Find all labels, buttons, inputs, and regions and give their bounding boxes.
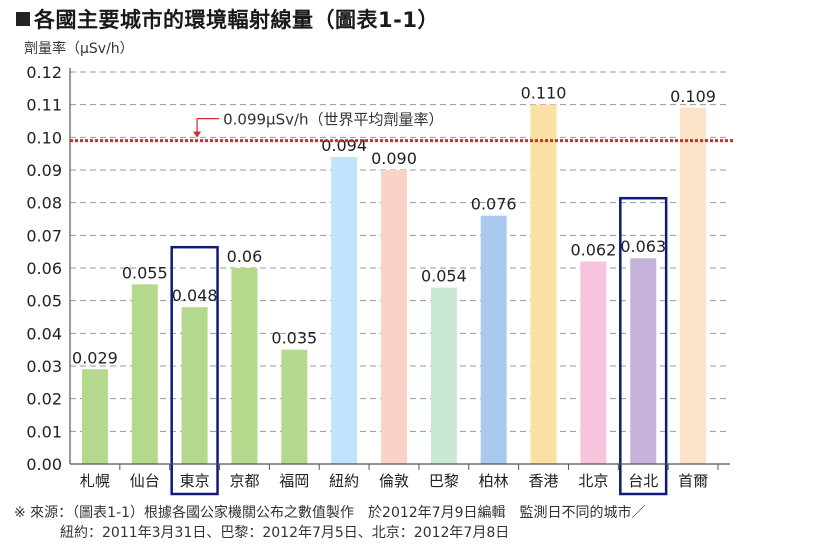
y-tick-label: 0.04 bbox=[26, 324, 62, 343]
x-tick-label: 京都 bbox=[229, 472, 259, 490]
y-tick-label: 0.01 bbox=[26, 422, 62, 441]
highlight-box-台北 bbox=[619, 196, 668, 496]
value-label: 0.048 bbox=[172, 286, 218, 305]
value-label: 0.035 bbox=[271, 329, 317, 348]
value-label: 0.090 bbox=[371, 149, 417, 168]
y-tick-labels: 0.00 0.01 0.02 0.03 0.04 0.05 0.06 0.07 0.08 0.09… bbox=[26, 63, 62, 474]
bar-東京 bbox=[181, 307, 208, 464]
footnote: ※ 來源：（圖表1-1）根據各國公家機關公布之數值製作 於2012年7月9日編輯… bbox=[14, 503, 646, 543]
highlight-box-東京 bbox=[170, 245, 219, 496]
value-label: 0.110 bbox=[521, 84, 567, 103]
footnote-line-1: ※ 來源：（圖表1-1）根據各國公家機關公布之數值製作 於2012年7月9日編輯… bbox=[14, 505, 646, 521]
y-axis-label: 劑量率（μSv/h） bbox=[24, 41, 134, 57]
x-tick-label: 台北 bbox=[628, 472, 658, 490]
x-tick-label: 福岡 bbox=[279, 472, 309, 490]
y-tick-label: 0.07 bbox=[26, 226, 62, 245]
x-tick-label: 紐約 bbox=[329, 472, 359, 490]
bar-柏林 bbox=[480, 215, 507, 464]
value-label: 0.062 bbox=[570, 240, 616, 259]
y-tick-label: 0.02 bbox=[26, 390, 62, 409]
bar-chart: 0.00 0.01 0.02 0.03 0.04 0.05 0.06 0.07 0.08 0.09… bbox=[26, 63, 734, 496]
bar-紐約 bbox=[331, 156, 358, 464]
bar-京都 bbox=[231, 268, 258, 464]
bar-福岡 bbox=[281, 349, 308, 464]
x-tick-label: 東京 bbox=[180, 472, 210, 490]
title-square-icon bbox=[16, 12, 30, 26]
y-tick-label: 0.11 bbox=[26, 96, 62, 115]
bar-香港 bbox=[530, 104, 557, 465]
value-label: 0.029 bbox=[72, 348, 118, 367]
y-tick-label: 0.06 bbox=[26, 259, 62, 278]
footnote-line-2: 紐約：2011年3月31日、巴黎：2012年7月5日、北京：2012年7月8日 bbox=[60, 525, 510, 541]
y-tick-label: 0.03 bbox=[26, 357, 62, 376]
bar-倫敦 bbox=[381, 170, 407, 464]
value-label: 0.055 bbox=[122, 263, 168, 282]
bar-巴黎 bbox=[430, 287, 457, 464]
reference-arrow-icon bbox=[193, 131, 202, 138]
y-tick-label: 0.12 bbox=[26, 63, 62, 82]
bar-台北 bbox=[630, 258, 657, 464]
y-tick-label: 0.09 bbox=[26, 161, 62, 180]
x-tick-label: 札幌 bbox=[80, 472, 110, 490]
x-tick-label: 巴黎 bbox=[429, 472, 459, 490]
value-label: 0.076 bbox=[471, 195, 517, 214]
x-tick-label: 北京 bbox=[578, 472, 608, 490]
y-tick-label: 0.05 bbox=[26, 292, 62, 311]
value-label: 0.063 bbox=[620, 237, 666, 256]
x-tick-label: 香港 bbox=[529, 472, 559, 490]
x-tick-label: 柏林 bbox=[479, 472, 509, 490]
bar-北京 bbox=[580, 261, 607, 464]
x-tick-label: 首爾 bbox=[678, 472, 708, 490]
y-tick-label: 0.10 bbox=[26, 128, 62, 147]
y-tick-label: 0.08 bbox=[26, 194, 62, 213]
x-tick-labels: 札幌 仙台 東京 京都 福岡 紐約 倫敦 巴黎 柏林 香港 北京 台北 首爾 bbox=[80, 464, 719, 490]
chart-title-text: 各國主要城市的環境輻射線量（圖表1-1） bbox=[34, 8, 439, 32]
reference-label: 0.099μSv/h（世界平均劑量率） bbox=[223, 111, 443, 129]
value-label: 0.109 bbox=[670, 87, 716, 106]
bar-仙台 bbox=[131, 284, 158, 464]
x-tick-label: 仙台 bbox=[130, 472, 160, 490]
reference-line: 0.099μSv/h（世界平均劑量率） bbox=[70, 111, 734, 143]
value-label: 0.06 bbox=[227, 247, 263, 266]
bar-札幌 bbox=[81, 369, 108, 464]
x-tick-label: 倫敦 bbox=[379, 472, 409, 490]
value-label: 0.054 bbox=[421, 267, 467, 286]
y-tick-label: 0.00 bbox=[26, 455, 62, 474]
value-label: 0.094 bbox=[321, 136, 367, 155]
bars bbox=[81, 104, 707, 465]
highlight-boxes bbox=[170, 196, 668, 496]
bar-首爾 bbox=[680, 107, 707, 464]
reference-pointer bbox=[196, 117, 220, 135]
chart-title: 各國主要城市的環境輻射線量（圖表1-1） bbox=[16, 4, 439, 34]
